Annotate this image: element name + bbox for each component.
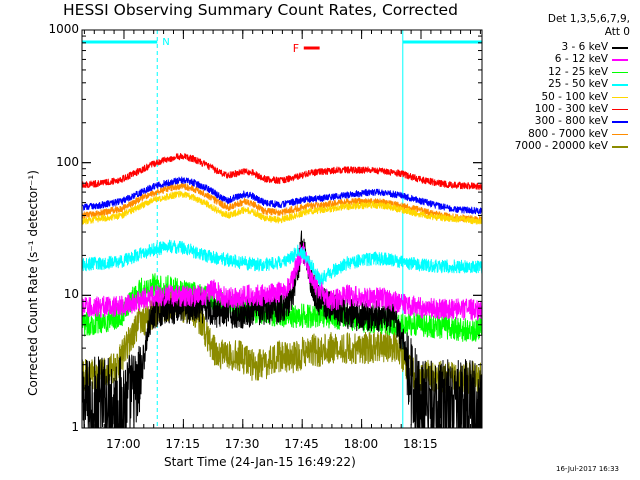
- series-line-25-50-kev: [81, 239, 483, 287]
- legend-item: 800 - 7000 keV: [474, 128, 630, 140]
- chart-title: HESSI Observing Summary Count Rates, Cor…: [63, 1, 458, 19]
- footer-date: 16-Jul-2017 16:33: [556, 465, 620, 473]
- x-tick-label: 17:45: [284, 437, 319, 451]
- series-line-3-6-kev: [81, 230, 483, 429]
- legend-swatch: [612, 121, 628, 123]
- legend-item-label: 100 - 300 keV: [534, 102, 608, 115]
- legend-item-label: 50 - 100 keV: [541, 90, 608, 103]
- plot-frame: [81, 29, 483, 429]
- legend-swatch: [612, 96, 628, 99]
- x-tick-label: 17:00: [105, 437, 141, 451]
- x-tick-label: 18:00: [343, 437, 379, 451]
- legend-item: 7000 - 20000 keV: [474, 140, 630, 152]
- flare-label: F: [293, 42, 299, 55]
- legend-swatch: [612, 108, 628, 111]
- series-line-50-100-kev: [81, 190, 483, 225]
- y-tick-label: 1000: [48, 22, 79, 36]
- y-tick-label: 100: [56, 154, 79, 169]
- legend-item-label: 7000 - 20000 keV: [514, 140, 608, 153]
- axis-ticks: [82, 29, 482, 429]
- legend-item-label: 25 - 50 keV: [548, 78, 608, 91]
- legend-swatch: [612, 47, 628, 49]
- y-tick-label: 1: [71, 420, 79, 434]
- legend-header-line-2: Att 0: [604, 26, 630, 38]
- y-axis-label: Corrected Count Rate (s⁻¹ detector⁻¹): [26, 170, 40, 396]
- series-line-100-300-kev: [81, 153, 483, 191]
- legend-item: 25 - 50 keV: [474, 78, 630, 90]
- legend-swatch: [612, 59, 628, 61]
- legend-item: 100 - 300 keV: [474, 103, 630, 115]
- legend-swatch: [612, 133, 628, 136]
- series-lines: [81, 153, 483, 429]
- x-tick-label: 18:15: [403, 437, 438, 451]
- series-line-300-800-kev: [81, 176, 483, 215]
- series-line-6-12-kev: [81, 242, 483, 321]
- legend-item: 12 - 25 keV: [474, 66, 630, 78]
- x-axis-label: Start Time (24-Jan-15 16:49:22): [164, 455, 356, 469]
- x-tick-label: 17:15: [165, 437, 200, 451]
- legend-header-line-1: Det 1,3,5,6,7,9,: [547, 13, 630, 25]
- legend-item: 6 - 12 keV: [474, 53, 630, 65]
- legend-item-label: 6 - 12 keV: [554, 53, 608, 66]
- legend-item: 300 - 800 keV: [474, 115, 630, 127]
- legend-item-label: 800 - 7000 keV: [528, 127, 608, 140]
- legend-item-label: 12 - 25 keV: [548, 65, 608, 78]
- legend-swatch: [612, 84, 628, 86]
- legend-item: 3 - 6 keV: [474, 41, 630, 53]
- legend-header: Det 1,3,5,6,7,9, Att 0: [482, 13, 630, 39]
- legend-item-label: 3 - 6 keV: [561, 41, 608, 53]
- legend: 3 - 6 keV 6 - 12 keV 12 - 25 keV 25 - 50 ke…: [474, 41, 630, 153]
- night-label: N: [162, 37, 169, 48]
- legend-swatch: [612, 146, 628, 148]
- y-tick-label: 10: [63, 287, 79, 302]
- legend-swatch: [612, 71, 628, 74]
- legend-item: 50 - 100 keV: [474, 91, 630, 103]
- series-line-800-7000-kev: [81, 182, 483, 224]
- x-tick-label: 17:30: [224, 437, 260, 451]
- legend-item-label: 300 - 800 keV: [534, 115, 608, 128]
